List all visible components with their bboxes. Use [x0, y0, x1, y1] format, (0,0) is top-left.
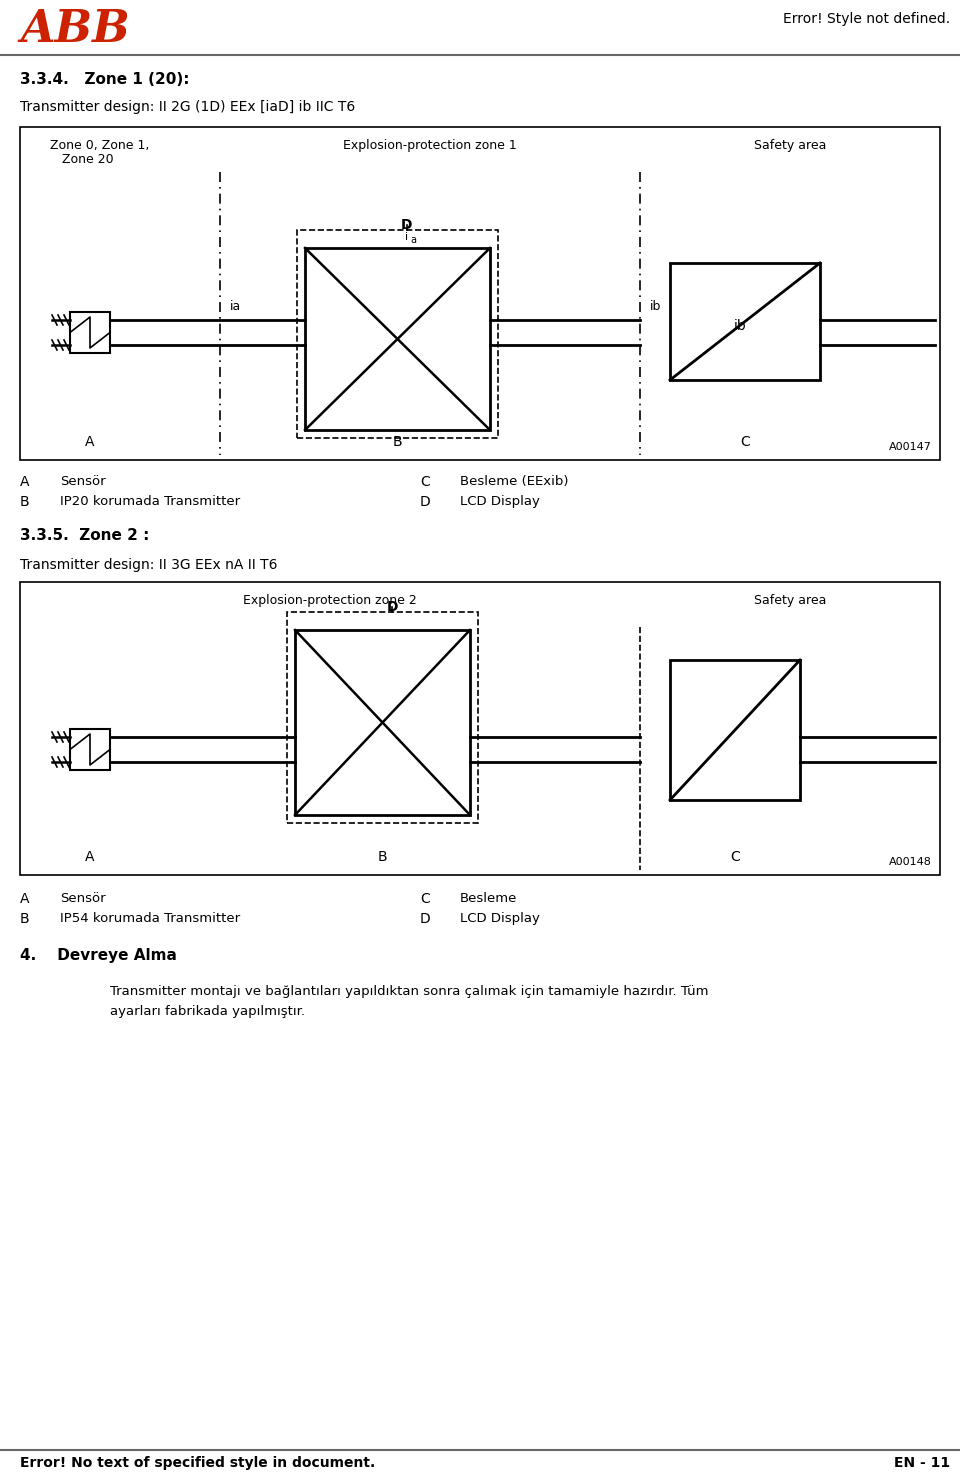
Bar: [670, 660, 800, 800]
Text: Transmitter design: II 3G EEx nA II T6: Transmitter design: II 3G EEx nA II T6: [20, 558, 277, 573]
Text: A: A: [85, 435, 95, 449]
Text: ib: ib: [733, 319, 746, 334]
Text: A: A: [20, 475, 30, 489]
Text: C: C: [731, 850, 740, 863]
Text: Besleme (EExib): Besleme (EExib): [460, 475, 568, 489]
Text: Error! Style not defined.: Error! Style not defined.: [782, 12, 950, 27]
Text: IP54 korumada Transmitter: IP54 korumada Transmitter: [60, 912, 240, 925]
Text: D: D: [420, 912, 431, 925]
Text: ib: ib: [650, 300, 661, 313]
Text: B: B: [20, 912, 30, 925]
Bar: [670, 263, 820, 379]
Bar: [20, 582, 940, 875]
Text: 3.3.4.   Zone 1 (20):: 3.3.4. Zone 1 (20):: [20, 72, 189, 87]
Text: Safety area: Safety area: [754, 593, 827, 607]
Text: Explosion-protection zone 1: Explosion-protection zone 1: [343, 139, 516, 152]
Text: LCD Display: LCD Display: [460, 912, 540, 925]
Text: B: B: [377, 850, 387, 863]
Text: i: i: [405, 232, 408, 242]
Text: C: C: [420, 892, 430, 906]
Text: ayarları fabrikada yapılmıştır.: ayarları fabrikada yapılmıştır.: [110, 1005, 305, 1018]
Text: A: A: [20, 892, 30, 906]
Text: B: B: [20, 494, 30, 509]
Text: D: D: [420, 494, 431, 509]
Bar: [70, 311, 110, 353]
Text: Transmitter montajı ve bağlantıları yapıldıktan sonra çalımak için tamamiyle haz: Transmitter montajı ve bağlantıları yapı…: [110, 984, 708, 998]
Text: a: a: [410, 235, 416, 245]
Bar: [297, 230, 498, 438]
Text: Transmitter design: II 2G (1D) EEx [iaD] ib IIC T6: Transmitter design: II 2G (1D) EEx [iaD]…: [20, 100, 355, 114]
Text: ia: ia: [230, 300, 241, 313]
Text: Sensör: Sensör: [60, 475, 106, 489]
Text: LCD Display: LCD Display: [460, 494, 540, 508]
Bar: [20, 127, 940, 461]
Bar: [287, 613, 478, 824]
Text: C: C: [740, 435, 750, 449]
Text: A00148: A00148: [889, 858, 932, 866]
Text: B: B: [393, 435, 402, 449]
Text: 3.3.5.  Zone 2 :: 3.3.5. Zone 2 :: [20, 528, 150, 543]
Text: D: D: [386, 601, 397, 614]
Bar: [70, 729, 110, 770]
Text: Zone 20: Zone 20: [62, 154, 113, 165]
Text: Zone 0, Zone 1,: Zone 0, Zone 1,: [50, 139, 150, 152]
Text: 4.    Devreye Alma: 4. Devreye Alma: [20, 948, 177, 962]
Text: Error! No text of specified style in document.: Error! No text of specified style in doc…: [20, 1455, 375, 1470]
Text: EN - 11: EN - 11: [894, 1455, 950, 1470]
Text: Safety area: Safety area: [754, 139, 827, 152]
Text: C: C: [420, 475, 430, 489]
Text: ABB: ABB: [20, 7, 130, 52]
Text: Besleme: Besleme: [460, 892, 517, 905]
Text: A00147: A00147: [889, 441, 932, 452]
Text: D: D: [401, 218, 413, 232]
Text: Explosion-protection zone 2: Explosion-protection zone 2: [243, 593, 417, 607]
Text: Sensör: Sensör: [60, 892, 106, 905]
Bar: [305, 248, 490, 430]
Bar: [295, 630, 470, 815]
Text: IP20 korumada Transmitter: IP20 korumada Transmitter: [60, 494, 240, 508]
Text: A: A: [85, 850, 95, 863]
